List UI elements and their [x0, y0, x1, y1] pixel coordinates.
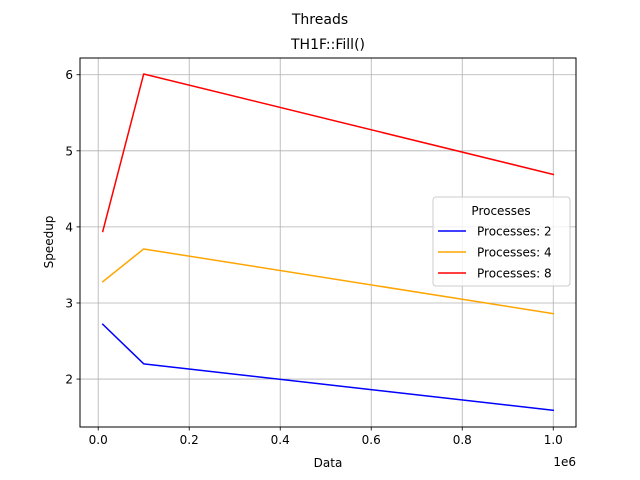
legend-box: [432, 196, 571, 287]
x-tick-label: 1.0: [544, 433, 563, 447]
x-tick-label: 0.4: [271, 433, 290, 447]
plot-frame: [79, 57, 577, 428]
x-tick-label: 0.6: [362, 433, 381, 447]
x-axis-offset-label: 1e6: [553, 455, 576, 469]
axis-ticks: 0.0 0.2 0.4 0.6 0.8 1.0 2 3 4 5 6: [65, 68, 562, 447]
x-tick-label: 0.8: [453, 433, 472, 447]
chart-suptitle: Threads: [291, 12, 348, 28]
y-tick-label: 2: [65, 373, 73, 387]
legend-entries: Processes: 2 Processes: 4 Processes: 8: [438, 225, 552, 281]
y-tick-label: 4: [65, 220, 73, 234]
legend-title: Processes: [471, 204, 530, 218]
series-lines: [101, 73, 555, 412]
series-line: [101, 323, 555, 412]
chart-title: TH1F::Fill(): [290, 37, 365, 53]
legend-label: Processes: 4: [477, 246, 552, 260]
y-tick-label: 5: [65, 144, 73, 158]
y-tick-label: 3: [65, 296, 73, 310]
legend-label: Processes: 8: [477, 267, 552, 281]
series-line: [101, 248, 555, 315]
series-line: [101, 73, 555, 233]
x-tick-label: 0.2: [180, 433, 199, 447]
x-tick-label: 0.0: [89, 433, 108, 447]
x-axis-label: Data: [314, 456, 343, 470]
y-tick-label: 6: [65, 68, 73, 82]
legend-label: Processes: 2: [477, 225, 552, 239]
y-axis-label: Speedup: [42, 216, 56, 269]
